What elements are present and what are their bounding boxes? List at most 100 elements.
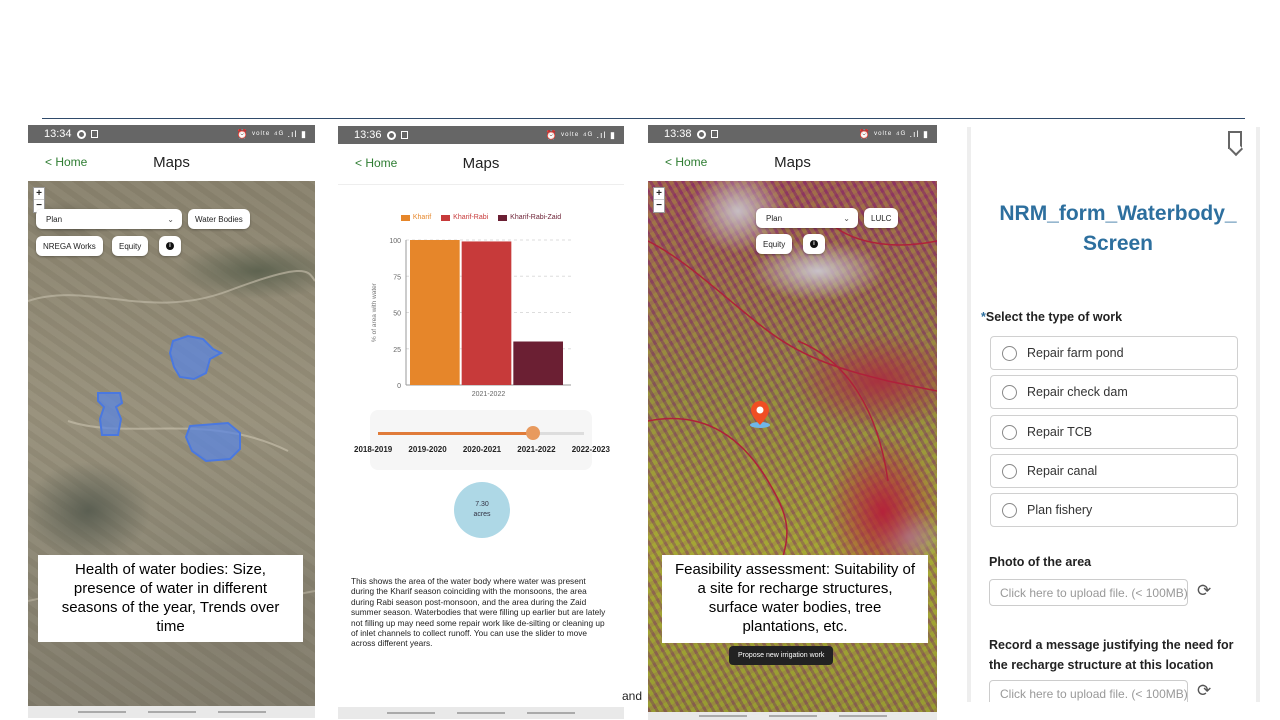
- info-icon: i: [166, 242, 174, 250]
- y-tick-label: 100: [389, 238, 401, 245]
- chart-description: This shows the area of the water body wh…: [351, 576, 606, 649]
- app-bar: < Home Maps: [28, 143, 315, 181]
- radio-button[interactable]: [1002, 463, 1017, 479]
- status-bar: 13:36 ⏰ ᵛᵒˡᵗᵉ ⁴ᴳ .ıl ▮: [338, 126, 624, 144]
- refresh-icon[interactable]: ⟳: [1197, 581, 1212, 600]
- legend-swatch: [498, 214, 508, 221]
- chevron-down-icon: ⌄: [167, 214, 174, 224]
- status-notification-icon: [90, 130, 98, 138]
- system-nav-bar: [648, 712, 937, 720]
- required-mark: *: [981, 310, 986, 324]
- status-icons: ⏰ ᵛᵒˡᵗᵉ ⁴ᴳ .ıl ▮: [858, 128, 929, 139]
- year-label[interactable]: 2021-2022: [517, 445, 556, 454]
- divider: [338, 184, 624, 185]
- status-circle-icon: [76, 129, 86, 139]
- bar-kharif-rabi: [461, 241, 512, 385]
- status-time: 13:34: [44, 128, 72, 140]
- legend-swatch: [400, 214, 410, 221]
- system-nav-bar: [338, 707, 624, 719]
- map-overlay: [28, 270, 315, 604]
- legend-item: Kharif-Rabi: [441, 214, 488, 221]
- status-notification-icon: [400, 131, 408, 139]
- app-bar: < Home Maps: [338, 144, 624, 182]
- zoom-in-button[interactable]: +: [654, 188, 664, 200]
- refresh-icon[interactable]: ⟳: [1197, 681, 1212, 700]
- option-repair-canal[interactable]: Repair canal: [990, 454, 1238, 488]
- photo-label: Photo of the area: [989, 555, 1092, 569]
- status-bar: 13:38 ⏰ ᵛᵒˡᵗᵉ ⁴ᴳ .ıl ▮: [648, 125, 937, 143]
- water-body-polygon: [184, 421, 241, 463]
- option-repair-tcb[interactable]: Repair TCB: [990, 415, 1238, 449]
- nrega-works-button[interactable]: NREGA Works: [36, 236, 103, 256]
- status-bar: 13:34 ⏰ ᵛᵒˡᵗᵉ ⁴ᴳ .ıl ▮: [28, 125, 315, 143]
- info-button[interactable]: i: [803, 234, 825, 254]
- plan-select[interactable]: Plan ⌄: [36, 209, 182, 229]
- year-label[interactable]: 2022-2023: [571, 445, 610, 454]
- zoom-out-button[interactable]: −: [36, 200, 42, 211]
- message-upload-input[interactable]: Click here to upload file. (< 100MB): [989, 680, 1188, 702]
- location-pin-icon[interactable]: [749, 399, 771, 429]
- legend-label: Kharif-Rabi-Zaid: [510, 214, 562, 221]
- zoom-out-button[interactable]: −: [656, 200, 662, 211]
- question-label: Select the type of work: [985, 310, 1123, 324]
- year-label[interactable]: 2020-2021: [462, 445, 502, 454]
- bar-kharif: [410, 240, 460, 385]
- option-repair-check-dam[interactable]: Repair check dam: [990, 375, 1238, 409]
- area-unit: acres: [473, 511, 491, 518]
- area-badge: 7.30 acres: [454, 482, 510, 538]
- info-button[interactable]: i: [159, 236, 181, 256]
- stray-text: and: [622, 689, 643, 703]
- home-link[interactable]: < Home: [355, 156, 398, 170]
- status-time: 13:38: [664, 128, 692, 140]
- info-icon: i: [810, 240, 818, 248]
- home-link[interactable]: < Home: [665, 155, 708, 169]
- radio-button[interactable]: [1002, 424, 1017, 440]
- y-tick-label: 0: [397, 383, 401, 390]
- bookmark-icon[interactable]: [1228, 131, 1242, 149]
- option-repair-farm-pond[interactable]: Repair farm pond: [990, 336, 1238, 370]
- year-slider-track[interactable]: [378, 426, 584, 440]
- top-divider: [42, 118, 1245, 119]
- status-time: 13:36: [354, 129, 382, 141]
- propose-irrigation-button[interactable]: Propose new irrigation work: [729, 646, 834, 665]
- phone-screen-chart: 13:36 ⏰ ᵛᵒˡᵗᵉ ⁴ᴳ .ıl ▮ < Home Maps Khari…: [338, 126, 624, 719]
- option-label: Repair TCB: [1027, 425, 1093, 439]
- app-bar: < Home Maps: [648, 143, 937, 181]
- radio-button[interactable]: [1002, 384, 1017, 400]
- equity-button[interactable]: Equity: [112, 236, 149, 256]
- option-label: Repair canal: [1027, 464, 1098, 478]
- water-body-polygon: [97, 392, 124, 436]
- legend-swatch: [441, 214, 451, 221]
- y-tick-label: 75: [393, 274, 401, 281]
- option-plan-fishery[interactable]: Plan fishery: [990, 493, 1238, 527]
- home-link[interactable]: < Home: [45, 155, 88, 169]
- phone-screen-feasibility: 13:38 ⏰ ᵛᵒˡᵗᵉ ⁴ᴳ .ıl ▮ < Home Maps: [648, 125, 937, 720]
- year-slider-fill: [378, 432, 533, 435]
- page-title: Maps: [774, 153, 811, 171]
- status-circle-icon: [386, 130, 396, 140]
- photo-upload-input[interactable]: Click here to upload file. (< 100MB): [989, 579, 1188, 606]
- option-label: Plan fishery: [1027, 503, 1093, 517]
- equity-button[interactable]: Equity: [756, 234, 793, 254]
- year-slider-thumb[interactable]: [525, 426, 540, 440]
- page-title: Maps: [462, 154, 500, 172]
- zoom-in-button[interactable]: +: [34, 188, 44, 200]
- status-icons: ⏰ ᵛᵒˡᵗᵉ ⁴ᴳ .ıl ▮: [236, 128, 307, 139]
- phone-screen-water-bodies: 13:34 ⏰ ᵛᵒˡᵗᵉ ⁴ᴳ .ıl ▮ < Home Maps + − P…: [28, 125, 315, 718]
- year-label[interactable]: 2018-2019: [354, 445, 393, 454]
- zoom-control: + −: [653, 187, 665, 213]
- legend-item: Kharif: [400, 214, 431, 221]
- year-slider-labels: 2018-2019 2019-2020 2020-2021 2021-2022 …: [354, 445, 610, 454]
- system-nav-bar: [28, 706, 315, 718]
- chart-legend: Kharif Kharif-Rabi Kharif-Rabi-Zaid: [338, 214, 624, 221]
- form-title: NRM_form_Waterbody_ Screen: [999, 202, 1237, 255]
- water-bodies-button[interactable]: Water Bodies: [188, 209, 250, 229]
- lulc-button[interactable]: LULC: [864, 208, 899, 228]
- legend-item: Kharif-Rabi-Zaid: [498, 214, 561, 221]
- plan-select[interactable]: Plan ⌄: [756, 208, 858, 228]
- radio-button[interactable]: [1002, 502, 1017, 518]
- question-type-of-work: *Select the type of work: [981, 310, 1122, 324]
- radio-button[interactable]: [1002, 345, 1017, 361]
- year-label[interactable]: 2019-2020: [408, 445, 447, 454]
